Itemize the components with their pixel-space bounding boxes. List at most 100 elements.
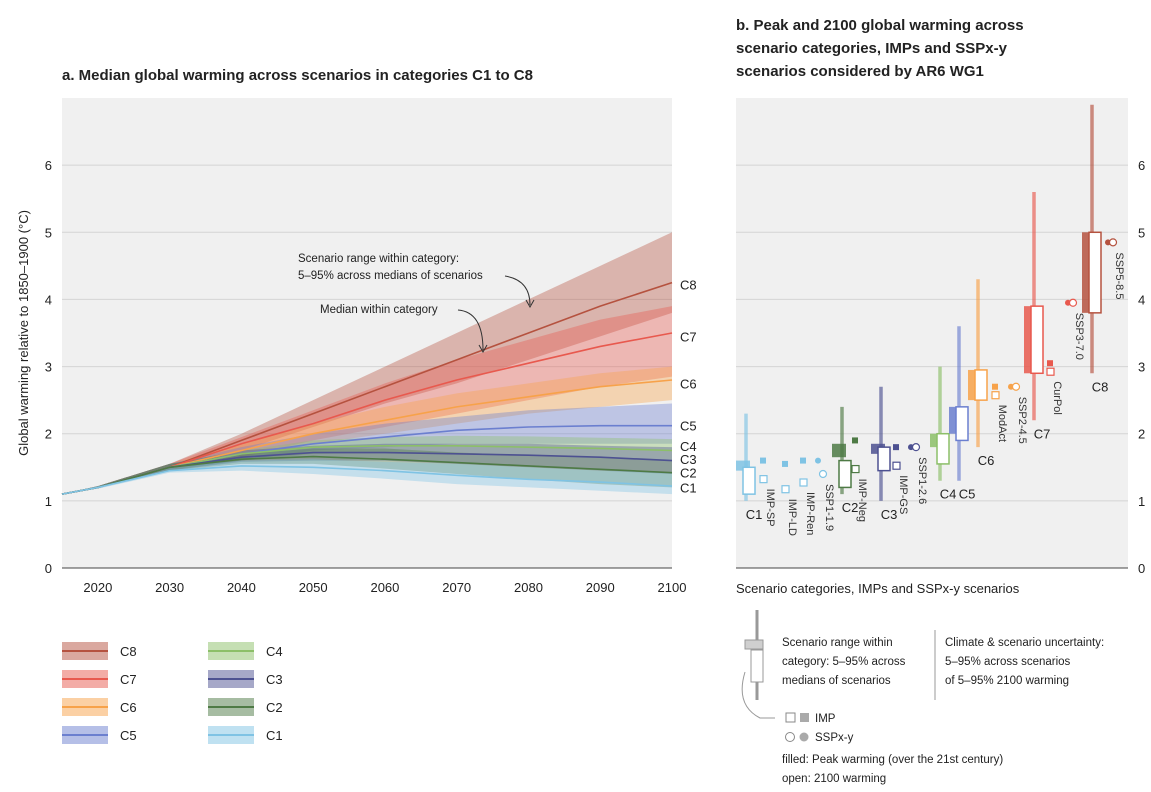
imp-2100-imp-sp bbox=[759, 475, 768, 484]
band-c2 bbox=[62, 448, 672, 495]
legend-label-c2: C2 bbox=[266, 700, 283, 715]
y-tick-label-b: 2 bbox=[1138, 427, 1145, 442]
category-label-c5: C5 bbox=[959, 487, 976, 502]
panel-b-key: Scenario range within category: 5–95% ac… bbox=[741, 610, 1104, 785]
peak-box-c2 bbox=[832, 443, 846, 458]
imp-label-imp-neg: IMP-Neg bbox=[856, 479, 868, 522]
y-tick-label-a: 6 bbox=[45, 158, 52, 173]
legend-label-c5: C5 bbox=[120, 728, 137, 743]
panel-a-gridlines bbox=[62, 164, 672, 569]
key-2100-box bbox=[750, 649, 764, 683]
y-tick-label-b: 4 bbox=[1138, 292, 1145, 307]
key-sspxy-label: SSPx-y bbox=[815, 732, 854, 744]
key-ssp-open-circle bbox=[785, 732, 795, 742]
panel-b-title-line-1: b. Peak and 2100 global warming across bbox=[736, 17, 1024, 34]
end-label-c7: C7 bbox=[680, 329, 697, 344]
y-tick-label-a: 2 bbox=[45, 427, 52, 442]
y-tick-label-b: 5 bbox=[1138, 225, 1145, 240]
key-range-line-1: Scenario range within bbox=[782, 637, 893, 649]
panel-a-legend: C8 C7 C6 C5 C4 C3 C2 C1 bbox=[62, 642, 283, 744]
peak-box-c1 bbox=[736, 460, 750, 471]
ssp-2100-ssp2-4.5 bbox=[1011, 382, 1021, 391]
imp-label-imp-ren: IMP-Ren bbox=[804, 492, 816, 535]
end-label-c2: C2 bbox=[680, 466, 697, 481]
y-tick-label-a: 1 bbox=[45, 494, 52, 509]
ssp-2100-ssp1-2.6 bbox=[911, 443, 921, 452]
y-tick-label-a: 4 bbox=[45, 292, 52, 307]
x-tick-label: 2060 bbox=[370, 580, 399, 595]
key-filled-note: filled: Peak warming (over the 21st cent… bbox=[782, 754, 1003, 766]
box-2100-c5 bbox=[955, 406, 969, 442]
panel-b-background bbox=[736, 98, 1128, 568]
x-tick-label: 2050 bbox=[299, 580, 328, 595]
imp-peak-curpol bbox=[1047, 360, 1053, 367]
x-tick-label: 2030 bbox=[155, 580, 184, 595]
category-label-c6: C6 bbox=[978, 453, 995, 468]
x-tick-label: 2080 bbox=[514, 580, 543, 595]
ssp-2100-ssp1-1.9 bbox=[818, 469, 828, 479]
imp-peak-imp-ld bbox=[782, 460, 788, 467]
annotation-median: Median within category bbox=[320, 304, 438, 316]
key-uncertainty-line-3: of 5–95% 2100 warming bbox=[945, 675, 1069, 687]
box-2100-c4 bbox=[936, 432, 950, 465]
end-label-c8: C8 bbox=[680, 278, 697, 293]
ssp-2100-ssp5-8.5 bbox=[1108, 238, 1118, 247]
y-tick-label-a: 0 bbox=[45, 561, 52, 576]
imp-peak-modact bbox=[992, 383, 998, 390]
box-2100-c7 bbox=[1030, 305, 1044, 375]
key-imp-filled-square bbox=[800, 713, 809, 722]
end-label-c1: C1 bbox=[680, 480, 697, 495]
end-label-c6: C6 bbox=[680, 376, 697, 391]
annotation-range-line-2: 5–95% across medians of scenarios bbox=[298, 270, 483, 282]
annotation-median-arrow bbox=[457, 309, 484, 351]
x-tick-label: 2070 bbox=[442, 580, 471, 595]
y-axis-label: Global warming relative to 1850–1900 (°C… bbox=[16, 210, 31, 456]
ssp-label-ssp1-1.9: SSP1-1.9 bbox=[823, 484, 835, 531]
category-label-c2: C2 bbox=[842, 500, 859, 515]
x-tick-label: 2090 bbox=[586, 580, 615, 595]
imp-2100-curpol bbox=[1046, 367, 1055, 376]
key-range-line-2: category: 5–95% across bbox=[782, 656, 906, 668]
annotation-median-arrowhead bbox=[478, 344, 488, 354]
ssp-label-ssp2-4.5: SSP2-4.5 bbox=[1016, 397, 1028, 444]
x-tick-label: 2020 bbox=[83, 580, 112, 595]
imp-label-imp-ld: IMP-LD bbox=[786, 499, 798, 536]
category-label-c3: C3 bbox=[881, 507, 898, 522]
imp-2100-imp-ren bbox=[799, 478, 808, 487]
key-peak-box bbox=[744, 639, 764, 650]
imp-label-imp-sp: IMP-SP bbox=[764, 489, 776, 527]
imp-2100-imp-ld bbox=[781, 485, 790, 494]
box-2100-c1 bbox=[742, 466, 756, 495]
panel-a-x-ticks: 2020 2030 2040 2050 2060 2070 2080 2090 2100 bbox=[83, 580, 686, 595]
ssp-label-ssp5-8.5: SSP5-8.5 bbox=[1113, 252, 1125, 299]
legend-label-c4: C4 bbox=[266, 644, 283, 659]
ssp-peak-ssp1-1.9 bbox=[815, 457, 821, 464]
category-label-c8: C8 bbox=[1092, 379, 1109, 394]
panel-b-y-ticks: 0 1 2 3 4 5 6 bbox=[1138, 158, 1145, 576]
box-2100-c8 bbox=[1088, 231, 1102, 314]
legend-label-c3: C3 bbox=[266, 672, 283, 687]
legend-label-c7: C7 bbox=[120, 672, 137, 687]
category-label-c7: C7 bbox=[1034, 426, 1051, 441]
ssp-label-ssp3-7.0: SSP3-7.0 bbox=[1073, 313, 1085, 360]
ssp-label-ssp1-2.6: SSP1-2.6 bbox=[916, 457, 928, 504]
y-tick-label-b: 0 bbox=[1138, 561, 1145, 576]
panel-a-medians bbox=[61, 281, 673, 495]
median-line-c1 bbox=[61, 465, 673, 495]
imp-peak-imp-neg bbox=[852, 437, 858, 444]
category-label-c1: C1 bbox=[746, 507, 763, 522]
imp-label-modact: ModAct bbox=[996, 405, 1008, 442]
end-label-c5: C5 bbox=[680, 419, 697, 434]
y-tick-label-b: 3 bbox=[1138, 360, 1145, 375]
panel-b-title-line-3: scenarios considered by AR6 WG1 bbox=[736, 63, 984, 80]
annotation-range-line-1: Scenario range within category: bbox=[298, 253, 459, 265]
median-line-c2 bbox=[61, 455, 673, 495]
y-tick-label-b: 6 bbox=[1138, 158, 1145, 173]
legend-label-c1: C1 bbox=[266, 728, 283, 743]
end-label-c3: C3 bbox=[680, 452, 697, 467]
x-tick-label: 2100 bbox=[658, 580, 687, 595]
annotation-range-arrowhead bbox=[525, 299, 535, 309]
imp-peak-imp-gs bbox=[893, 444, 899, 451]
